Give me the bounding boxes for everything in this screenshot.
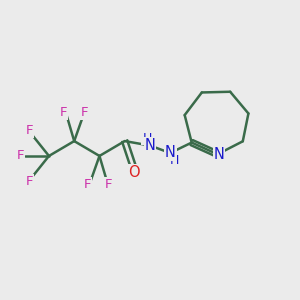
Text: F: F: [60, 106, 68, 119]
Text: H: H: [142, 132, 152, 145]
Text: F: F: [81, 106, 88, 119]
Text: N: N: [145, 138, 155, 153]
Text: O: O: [128, 165, 140, 180]
Text: N: N: [214, 147, 224, 162]
Text: F: F: [17, 149, 25, 162]
Text: F: F: [26, 175, 33, 188]
Text: F: F: [105, 178, 112, 191]
Text: N: N: [165, 146, 176, 160]
Text: F: F: [26, 124, 33, 136]
Text: H: H: [170, 154, 179, 167]
Text: F: F: [84, 178, 91, 191]
